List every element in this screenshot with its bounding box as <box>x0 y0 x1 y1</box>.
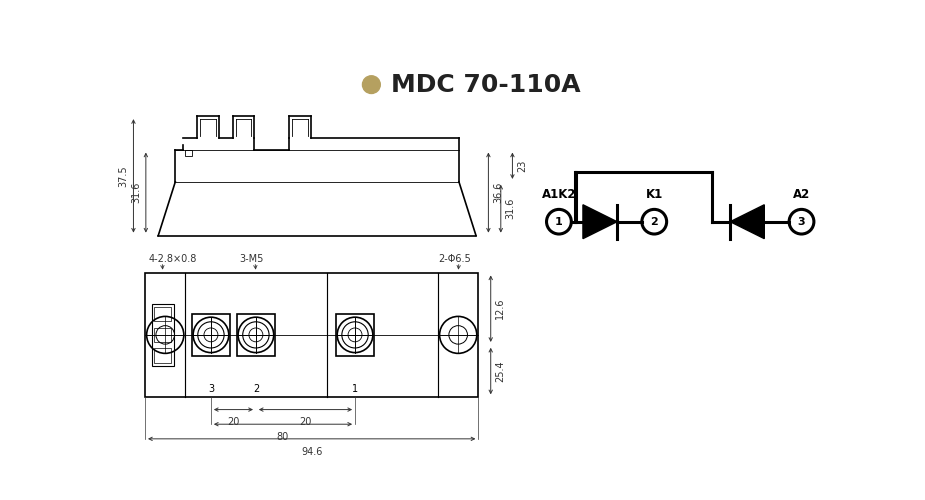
Text: 3: 3 <box>797 216 806 226</box>
Text: 4-2.8×0.8: 4-2.8×0.8 <box>149 254 197 264</box>
Text: A1K2: A1K2 <box>542 188 576 201</box>
Text: 2-Φ6.5: 2-Φ6.5 <box>438 254 471 264</box>
Text: 20: 20 <box>300 418 312 428</box>
Bar <box>152 304 174 366</box>
Text: 2: 2 <box>650 216 658 226</box>
Text: 12.6: 12.6 <box>496 298 505 320</box>
Bar <box>154 348 171 363</box>
Bar <box>154 328 171 342</box>
Text: 31.6: 31.6 <box>131 182 142 204</box>
Text: 23: 23 <box>517 160 527 172</box>
Text: 3-M5: 3-M5 <box>240 254 264 264</box>
Circle shape <box>363 76 380 94</box>
Polygon shape <box>583 205 617 238</box>
Text: 1: 1 <box>352 384 358 394</box>
Text: 3: 3 <box>208 384 214 394</box>
Polygon shape <box>730 205 764 238</box>
Text: 37.5: 37.5 <box>118 165 129 186</box>
Bar <box>154 307 171 322</box>
Bar <box>185 150 192 156</box>
Bar <box>145 272 478 398</box>
Text: 20: 20 <box>228 418 240 428</box>
Bar <box>336 314 375 356</box>
Bar <box>191 314 230 356</box>
Text: 36.6: 36.6 <box>493 182 503 204</box>
Text: A2: A2 <box>793 188 810 201</box>
Text: 1: 1 <box>555 216 562 226</box>
Text: 94.6: 94.6 <box>301 446 323 456</box>
Text: 25.4: 25.4 <box>496 360 505 382</box>
Text: 2: 2 <box>253 384 259 394</box>
Text: 31.6: 31.6 <box>505 198 515 220</box>
Text: MDC 70-110A: MDC 70-110A <box>390 72 580 96</box>
Text: 80: 80 <box>277 432 290 442</box>
Bar <box>237 314 276 356</box>
Text: K1: K1 <box>646 188 663 201</box>
